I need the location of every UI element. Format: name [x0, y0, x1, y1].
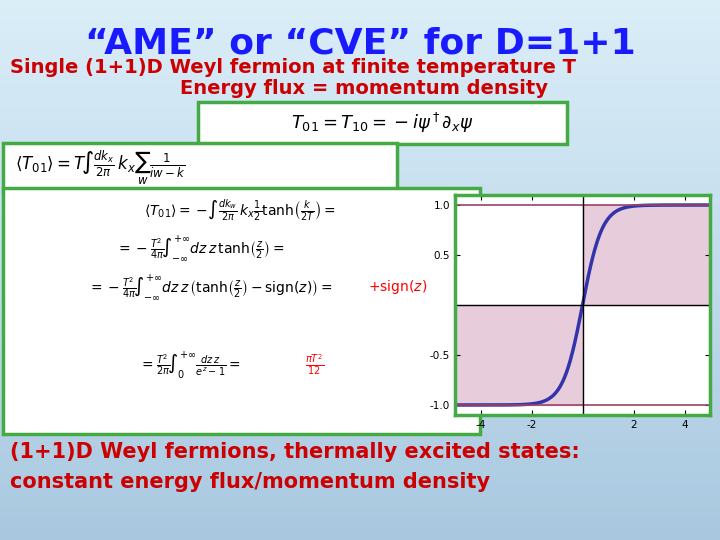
- Bar: [0, 421, 720, 432]
- Bar: [0, 443, 720, 454]
- Text: $= -\frac{T^2}{4\pi}\!\int_{-\infty}^{+\infty} dz\, z\, \left(\tanh\!\left(\frac: $= -\frac{T^2}{4\pi}\!\int_{-\infty}^{+\…: [88, 272, 332, 302]
- Bar: [0, 130, 720, 140]
- Bar: [0, 432, 720, 443]
- Bar: [0, 259, 720, 270]
- Bar: [0, 292, 720, 302]
- Bar: [0, 76, 720, 86]
- Bar: [0, 367, 720, 378]
- Bar: [0, 173, 720, 184]
- Bar: [0, 43, 720, 54]
- Text: $= \frac{T^2}{2\pi}\!\int_0^{+\infty} \frac{dz\, z}{e^z-1} =$: $= \frac{T^2}{2\pi}\!\int_0^{+\infty} \f…: [139, 349, 241, 381]
- Bar: [0, 162, 720, 173]
- Bar: [0, 497, 720, 508]
- Bar: [0, 248, 720, 259]
- Text: Single (1+1)D Weyl fermion at finite temperature T: Single (1+1)D Weyl fermion at finite tem…: [10, 58, 576, 77]
- Bar: [0, 518, 720, 529]
- Bar: [0, 378, 720, 389]
- FancyBboxPatch shape: [198, 102, 567, 144]
- Bar: [0, 335, 720, 346]
- Bar: [0, 0, 720, 11]
- Bar: [0, 475, 720, 486]
- FancyBboxPatch shape: [3, 143, 397, 192]
- Bar: [0, 410, 720, 421]
- Bar: [0, 65, 720, 76]
- Bar: [0, 216, 720, 227]
- Text: $\langle T_{01} \rangle = T\!\int \frac{dk_x}{2\pi}\, k_x \sum_w \frac{1}{iw-k}$: $\langle T_{01} \rangle = T\!\int \frac{…: [15, 148, 186, 187]
- Text: (1+1)D Weyl fermions, thermally excited states:: (1+1)D Weyl fermions, thermally excited …: [10, 442, 580, 462]
- Bar: [0, 227, 720, 238]
- FancyBboxPatch shape: [3, 188, 480, 434]
- Bar: [0, 508, 720, 518]
- Bar: [0, 270, 720, 281]
- Bar: [0, 400, 720, 410]
- Bar: [0, 529, 720, 540]
- Text: $\langle T_{01} \rangle = -\!\int \frac{dk_w}{2\pi}\, k_x \frac{1}{2} \tanh\!\le: $\langle T_{01} \rangle = -\!\int \frac{…: [144, 198, 336, 222]
- Text: $T_{01} = T_{10} = -i\psi^\dagger \partial_x \psi$: $T_{01} = T_{10} = -i\psi^\dagger \parti…: [292, 111, 474, 135]
- Bar: [0, 22, 720, 32]
- Bar: [0, 86, 720, 97]
- Bar: [0, 389, 720, 400]
- Bar: [0, 205, 720, 216]
- Bar: [0, 97, 720, 108]
- Bar: [0, 464, 720, 475]
- Bar: [0, 54, 720, 65]
- Bar: [0, 108, 720, 119]
- Bar: [0, 302, 720, 313]
- Bar: [0, 194, 720, 205]
- Bar: [0, 140, 720, 151]
- Bar: [0, 119, 720, 130]
- Bar: [0, 346, 720, 356]
- Bar: [0, 32, 720, 43]
- Text: $= -\frac{T^2}{4\pi}\!\int_{-\infty}^{+\infty} dz\, z\, \tanh\!\left(\frac{z}{2}: $= -\frac{T^2}{4\pi}\!\int_{-\infty}^{+\…: [116, 233, 284, 263]
- Bar: [0, 486, 720, 497]
- Text: $+\mathrm{sign}(z)$: $+\mathrm{sign}(z)$: [368, 278, 427, 296]
- Text: Energy flux = momentum density: Energy flux = momentum density: [180, 79, 548, 98]
- Bar: [0, 281, 720, 292]
- Bar: [0, 238, 720, 248]
- Bar: [0, 454, 720, 464]
- Bar: [0, 313, 720, 324]
- Bar: [0, 151, 720, 162]
- Bar: [0, 324, 720, 335]
- Text: $\frac{\pi T^2}{12}$: $\frac{\pi T^2}{12}$: [305, 353, 324, 377]
- Text: constant energy flux/momentum density: constant energy flux/momentum density: [10, 472, 490, 492]
- Bar: [0, 356, 720, 367]
- Text: “AME” or “CVE” for D=1+1: “AME” or “CVE” for D=1+1: [85, 27, 635, 61]
- Bar: [0, 11, 720, 22]
- Bar: [0, 184, 720, 194]
